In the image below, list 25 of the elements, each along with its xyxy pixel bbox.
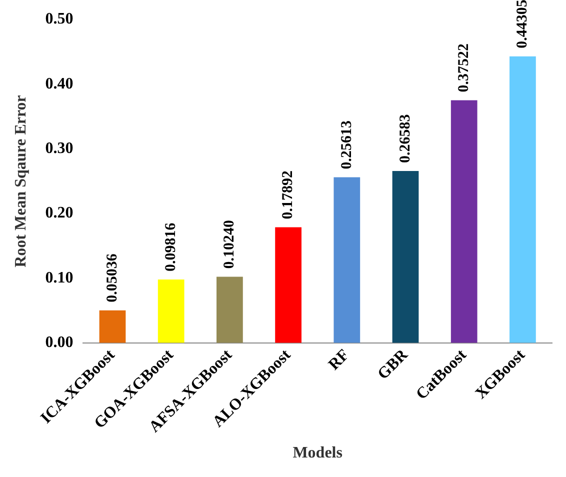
y-axis-title: Root Mean Sqaure Error — [12, 95, 30, 268]
bar — [450, 100, 478, 343]
y-tick-label: 0.20 — [45, 204, 74, 222]
data-label: 0.37522 — [456, 44, 472, 92]
data-label: 0.17892 — [280, 170, 296, 220]
x-tick-label: RF — [326, 346, 353, 374]
bar — [99, 310, 126, 343]
y-tick-label: 0.30 — [45, 140, 74, 158]
y-tick-label: 0.10 — [45, 269, 74, 286]
x-axis-title: Models — [292, 444, 342, 462]
bar — [216, 276, 243, 343]
bar — [158, 279, 184, 343]
bar — [510, 56, 536, 343]
y-tick-label: 0.00 — [45, 334, 74, 352]
data-label: 0.26583 — [397, 114, 414, 164]
bar — [392, 171, 419, 343]
data-label: 0.10240 — [222, 220, 238, 269]
data-label: 0.44305 — [514, 0, 531, 48]
y-tick-label: 0.50 — [45, 10, 74, 28]
data-label: 0.05036 — [104, 253, 120, 302]
data-label: 0.25613 — [338, 120, 355, 170]
y-tick-label: 0.40 — [45, 75, 74, 92]
bar — [275, 227, 302, 343]
bar — [334, 177, 360, 343]
data-label: 0.09816 — [162, 222, 179, 272]
